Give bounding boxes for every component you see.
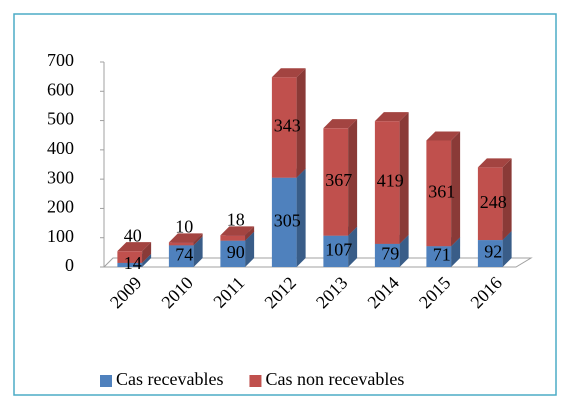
bar-segment: [271, 168, 306, 267]
bar-front: [220, 240, 246, 267]
floor: [102, 257, 533, 268]
legend-label: Cas recevables: [116, 369, 223, 389]
data-label: 10: [175, 217, 193, 237]
bar-front: [220, 235, 246, 241]
legend-swatch: [249, 375, 262, 387]
bar-side: [142, 242, 152, 263]
bar-front: [426, 246, 452, 267]
bar-top: [271, 68, 306, 78]
bar-side: [296, 68, 306, 178]
bar-front: [168, 242, 194, 246]
data-label: 361: [428, 181, 455, 201]
bar-segment: [426, 131, 461, 247]
bar-front: [117, 251, 143, 263]
bar-front: [374, 243, 400, 267]
bar-side: [399, 112, 409, 244]
y-tick-label: 200: [47, 197, 74, 217]
bar-top: [426, 131, 461, 141]
data-label: 79: [381, 244, 399, 264]
data-label: 107: [325, 239, 352, 259]
data-label: 74: [175, 244, 193, 264]
bar-front: [426, 140, 452, 247]
bar-side: [245, 231, 255, 267]
bar-segment: [374, 112, 409, 244]
bar-front: [477, 240, 503, 267]
y-tick-label: 400: [47, 138, 74, 158]
y-tick-label: 100: [47, 226, 74, 246]
bar-front: [477, 167, 503, 241]
data-label: 248: [480, 192, 507, 212]
legend-swatch: [100, 375, 112, 387]
bar-side: [296, 168, 306, 267]
bar-side: [193, 236, 203, 267]
bar-segment: [117, 242, 152, 263]
bar-top: [117, 242, 152, 252]
bar-side: [451, 131, 461, 247]
data-label: 71: [433, 245, 451, 265]
data-label: 305: [274, 210, 301, 230]
data-label: 90: [227, 242, 245, 262]
bar-side: [348, 226, 358, 267]
bar-segment: [271, 68, 306, 178]
data-label: 92: [484, 242, 502, 262]
bar-segment: [220, 226, 255, 241]
bar-front: [271, 177, 297, 267]
y-tick-label: 700: [47, 50, 74, 70]
legend-label: Cas non recevables: [265, 369, 404, 389]
data-label: 14: [124, 253, 142, 273]
bar-top: [168, 233, 203, 243]
bar-side: [502, 158, 512, 241]
bar-top: [220, 226, 255, 236]
bar-front: [374, 121, 400, 244]
y-tick-label: 600: [47, 79, 74, 99]
bar-front: [117, 262, 143, 267]
data-label: 343: [274, 116, 301, 136]
bar-side: [348, 119, 358, 236]
bar-side: [399, 234, 409, 267]
bar-segment: [477, 158, 512, 241]
data-label: 419: [377, 171, 404, 191]
bar-side: [502, 231, 512, 267]
bar-front: [168, 245, 194, 267]
bar-front: [271, 77, 297, 178]
bar-side: [245, 226, 255, 241]
data-label: 367: [325, 170, 352, 190]
y-tick-label: 500: [47, 109, 74, 129]
bar-front: [323, 128, 349, 236]
bar-top: [477, 158, 512, 168]
data-label: 40: [124, 225, 142, 245]
bar-side: [451, 237, 461, 267]
y-tick-label: 300: [47, 167, 74, 187]
bar-segment: [168, 233, 203, 246]
bar-front: [323, 235, 349, 267]
bar-side: [142, 253, 152, 267]
bar-segment: [323, 119, 358, 236]
data-label: 18: [227, 209, 245, 229]
bar-side: [193, 233, 203, 246]
bar-top: [323, 119, 358, 129]
y-tick-label: 0: [65, 255, 74, 275]
bar-top: [374, 112, 409, 122]
